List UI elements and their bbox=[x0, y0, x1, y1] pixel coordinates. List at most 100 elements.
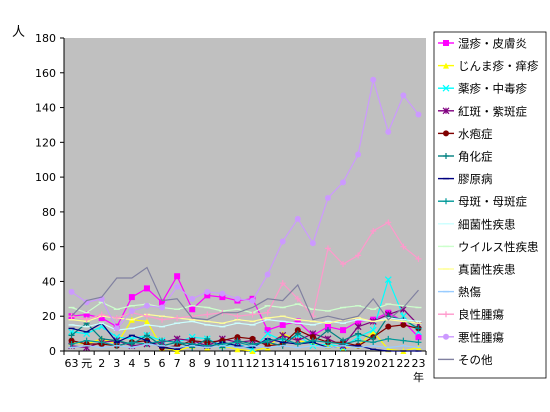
y-tick-label: 180 bbox=[35, 32, 56, 45]
x-tick-label: 20 bbox=[366, 357, 380, 370]
data-point bbox=[443, 62, 449, 69]
data-point bbox=[264, 330, 272, 338]
x-tick-label: 元 bbox=[81, 357, 92, 370]
x-unit-label: 年 bbox=[413, 370, 424, 384]
data-point bbox=[385, 219, 392, 226]
data-point bbox=[264, 271, 271, 278]
legend-label: 水疱症 bbox=[458, 127, 493, 141]
series-line bbox=[71, 266, 419, 321]
data-point bbox=[234, 339, 241, 346]
legend-label: 熱傷 bbox=[458, 285, 481, 299]
x-tick-label: 21 bbox=[381, 357, 395, 370]
legend-label: じんま疹・痒疹 bbox=[458, 59, 539, 73]
data-point bbox=[174, 273, 181, 280]
legend-label: その他 bbox=[458, 353, 493, 367]
data-point bbox=[385, 323, 392, 330]
data-point bbox=[415, 334, 422, 341]
data-point bbox=[340, 327, 347, 334]
data-point bbox=[204, 288, 211, 295]
data-point bbox=[249, 335, 256, 342]
data-point bbox=[415, 339, 422, 346]
data-point bbox=[68, 332, 75, 339]
x-tick-label: 16 bbox=[306, 357, 320, 370]
data-point bbox=[443, 130, 449, 137]
data-point bbox=[204, 311, 211, 318]
y-tick-label: 40 bbox=[42, 275, 56, 288]
data-point bbox=[415, 325, 422, 332]
data-point bbox=[159, 304, 166, 311]
data-point bbox=[249, 348, 256, 354]
x-tick-label: 63 bbox=[65, 357, 79, 370]
series-line bbox=[71, 221, 419, 321]
data-point bbox=[370, 339, 377, 346]
data-point bbox=[143, 302, 150, 309]
data-point bbox=[324, 323, 331, 330]
data-point bbox=[204, 339, 211, 346]
data-point bbox=[98, 314, 105, 321]
data-point bbox=[442, 84, 450, 92]
y-tick-label: 80 bbox=[42, 206, 56, 219]
y-tick-label: 140 bbox=[35, 102, 56, 115]
data-point bbox=[219, 290, 226, 297]
legend-label: 湿疹・皮膚炎 bbox=[458, 37, 527, 51]
legend-label: 薬疹・中毒疹 bbox=[458, 82, 527, 96]
data-point bbox=[279, 280, 286, 287]
data-point bbox=[128, 294, 135, 301]
x-tick-label: 6 bbox=[159, 357, 166, 370]
data-point bbox=[443, 40, 449, 46]
series-line bbox=[71, 79, 419, 330]
series-group bbox=[68, 219, 422, 323]
y-tick-label: 160 bbox=[35, 67, 56, 80]
x-tick-label: 9 bbox=[204, 357, 211, 370]
data-point bbox=[309, 334, 316, 341]
data-point bbox=[189, 337, 196, 344]
data-point bbox=[309, 337, 316, 344]
data-point bbox=[294, 330, 301, 337]
data-point bbox=[369, 326, 377, 334]
data-point bbox=[234, 295, 241, 302]
data-point bbox=[294, 295, 301, 302]
x-tick-label: 12 bbox=[246, 357, 260, 370]
data-point bbox=[143, 318, 150, 325]
data-point bbox=[128, 339, 135, 346]
data-point bbox=[384, 276, 392, 284]
x-tick-label: 2 bbox=[98, 357, 105, 370]
data-point bbox=[443, 333, 449, 340]
data-point bbox=[294, 318, 301, 325]
data-point bbox=[340, 179, 347, 186]
data-point bbox=[324, 327, 331, 334]
data-point bbox=[234, 313, 241, 320]
data-point bbox=[309, 240, 316, 247]
data-point bbox=[340, 261, 347, 268]
legend-label: 悪性腫瘍 bbox=[458, 330, 504, 344]
data-point bbox=[174, 339, 181, 346]
data-point bbox=[355, 252, 362, 259]
data-point bbox=[355, 318, 362, 325]
data-point bbox=[159, 316, 166, 323]
data-point bbox=[204, 335, 211, 342]
legend-label: 真菌性疾患 bbox=[458, 263, 516, 277]
legend-label: 膠原病 bbox=[458, 172, 493, 186]
series-group bbox=[68, 76, 422, 332]
data-point bbox=[415, 255, 422, 262]
data-point bbox=[189, 306, 196, 313]
data-point bbox=[83, 316, 90, 323]
data-point bbox=[324, 194, 331, 201]
data-point bbox=[143, 332, 150, 339]
data-point bbox=[249, 297, 256, 304]
x-tick-label: 18 bbox=[336, 357, 350, 370]
data-point bbox=[143, 285, 150, 292]
x-tick-label: 19 bbox=[351, 357, 365, 370]
x-tick-label: 22 bbox=[396, 357, 410, 370]
data-point bbox=[400, 92, 407, 99]
legend-label: 角化症 bbox=[458, 150, 493, 164]
x-tick-label: 14 bbox=[276, 357, 290, 370]
series-group bbox=[68, 343, 422, 349]
plot-area bbox=[64, 38, 426, 351]
x-tick-label: 13 bbox=[261, 357, 275, 370]
data-point bbox=[159, 299, 166, 306]
x-tick-label: 7 bbox=[174, 357, 181, 370]
data-point bbox=[264, 309, 271, 316]
